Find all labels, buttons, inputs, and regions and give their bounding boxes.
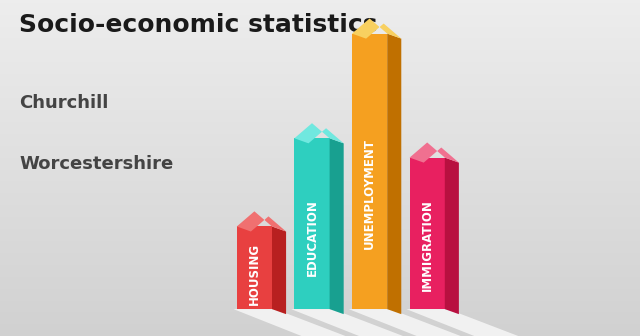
Polygon shape: [352, 18, 401, 39]
Text: Socio-economic statistics: Socio-economic statistics: [19, 13, 378, 37]
Text: Churchill: Churchill: [19, 94, 109, 112]
Polygon shape: [330, 138, 344, 314]
Text: EDUCATION: EDUCATION: [305, 199, 319, 276]
Polygon shape: [294, 123, 344, 143]
Text: UNEMPLOYMENT: UNEMPLOYMENT: [363, 138, 376, 249]
Polygon shape: [445, 158, 459, 314]
Polygon shape: [410, 158, 445, 309]
Polygon shape: [272, 226, 286, 314]
Polygon shape: [406, 309, 571, 336]
Polygon shape: [237, 226, 272, 309]
Polygon shape: [237, 211, 286, 232]
Text: Worcestershire: Worcestershire: [19, 155, 173, 173]
Polygon shape: [352, 34, 387, 309]
Polygon shape: [349, 309, 513, 336]
Polygon shape: [387, 34, 401, 314]
Text: IMMIGRATION: IMMIGRATION: [420, 200, 434, 291]
Text: HOUSING: HOUSING: [248, 243, 261, 305]
Polygon shape: [234, 309, 398, 336]
Polygon shape: [294, 138, 330, 309]
Polygon shape: [291, 309, 456, 336]
Polygon shape: [410, 142, 459, 163]
